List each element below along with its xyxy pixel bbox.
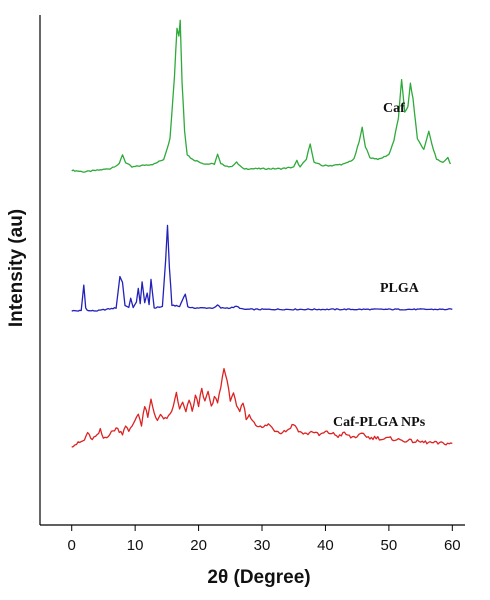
series-labels: Caf PLGA Caf-PLGA NPs — [333, 101, 426, 430]
x-ticks: 0 10 20 30 40 50 60 — [68, 525, 461, 554]
x-tick-label: 10 — [127, 537, 144, 554]
y-axis-title: Intensity (au) — [6, 209, 27, 327]
x-axis-title: 2θ (Degree) — [207, 567, 310, 588]
x-tick-label: 40 — [317, 537, 334, 554]
x-tick-label: 30 — [254, 537, 271, 554]
series-line-plga — [71, 224, 453, 312]
series-label-caf-plga-nps: Caf-PLGA NPs — [333, 415, 426, 430]
series-line-caf-plga-nps — [71, 367, 453, 448]
x-tick-label: 50 — [381, 537, 398, 554]
x-tick-label: 20 — [190, 537, 207, 554]
x-tick-label: 0 — [68, 537, 76, 554]
series-group — [71, 19, 453, 448]
series-line-caf — [71, 19, 451, 173]
series-label-plga: PLGA — [380, 281, 420, 296]
x-tick-label: 60 — [444, 537, 461, 554]
series-label-caf: Caf — [383, 101, 405, 116]
plot-area: 0 10 20 30 40 50 60 Caf PLGA Caf-PLGA NPs — [39, 15, 465, 554]
